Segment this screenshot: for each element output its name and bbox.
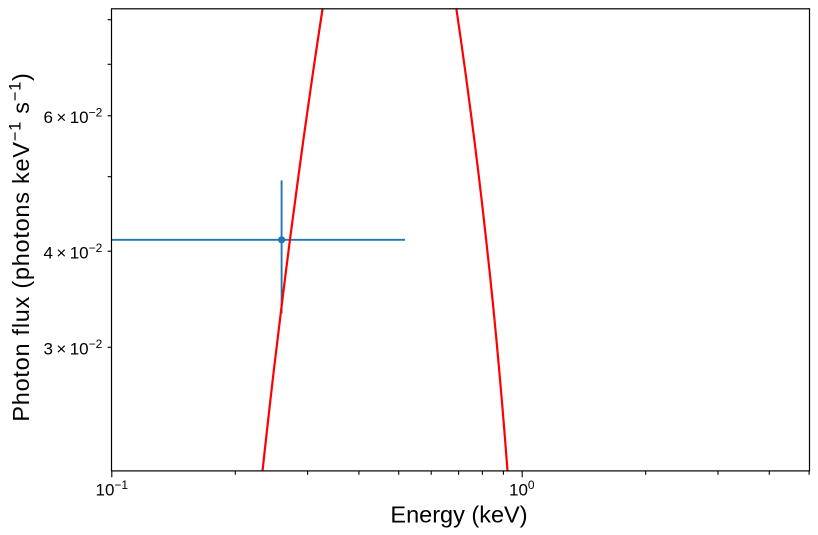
svg-text:6 × 10−2: 6 × 10−2 [44,105,103,127]
svg-text:4 × 10−2: 4 × 10−2 [44,241,103,263]
svg-text:Energy (keV): Energy (keV) [390,502,527,528]
svg-text:100: 100 [509,478,535,500]
svg-text:Photon flux (photons keV−1 s−1: Photon flux (photons keV−1 s−1) [7,72,35,421]
svg-text:3 × 10−2: 3 × 10−2 [44,337,103,359]
svg-text:10−1: 10−1 [96,478,129,500]
